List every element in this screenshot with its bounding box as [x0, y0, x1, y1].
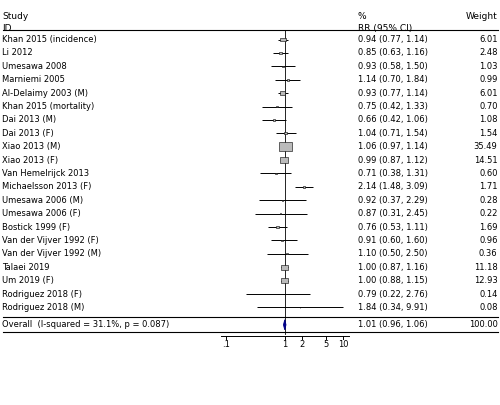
- Text: 0.70: 0.70: [479, 102, 498, 111]
- Bar: [280, 213, 281, 214]
- Text: 0.36: 0.36: [479, 249, 498, 258]
- Text: Xiao 2013 (M): Xiao 2013 (M): [2, 142, 61, 151]
- Text: Um 2019 (F): Um 2019 (F): [2, 276, 54, 285]
- Text: 10: 10: [338, 339, 348, 349]
- Text: 1.06 (0.97, 1.14): 1.06 (0.97, 1.14): [358, 142, 427, 151]
- Text: RR (95% CI): RR (95% CI): [358, 23, 412, 32]
- Text: 1.14 (0.70, 1.84): 1.14 (0.70, 1.84): [358, 75, 427, 84]
- Bar: [273, 119, 275, 121]
- Text: Study: Study: [2, 12, 29, 21]
- Text: 1.10 (0.50, 2.50): 1.10 (0.50, 2.50): [358, 249, 427, 258]
- Text: Overall  (I-squared = 31.1%, p = 0.087): Overall (I-squared = 31.1%, p = 0.087): [2, 320, 170, 329]
- Text: 5: 5: [323, 339, 328, 349]
- Text: Umesawa 2006 (F): Umesawa 2006 (F): [2, 209, 81, 218]
- Text: Rodriguez 2018 (M): Rodriguez 2018 (M): [2, 303, 85, 312]
- Text: Li 2012: Li 2012: [2, 49, 33, 58]
- Text: 0.60: 0.60: [479, 169, 498, 178]
- Text: Xiao 2013 (F): Xiao 2013 (F): [2, 156, 58, 164]
- Text: Van Hemelrijck 2013: Van Hemelrijck 2013: [2, 169, 90, 178]
- Text: Umesawa 2008: Umesawa 2008: [2, 62, 67, 71]
- Text: 2.48: 2.48: [479, 49, 498, 58]
- Text: 35.49: 35.49: [474, 142, 498, 151]
- Bar: [280, 157, 288, 163]
- Text: 0.85 (0.63, 1.16): 0.85 (0.63, 1.16): [358, 49, 428, 58]
- Text: 1.00 (0.87, 1.16): 1.00 (0.87, 1.16): [358, 263, 428, 272]
- Bar: [281, 265, 288, 270]
- Text: Al-Delaimy 2003 (M): Al-Delaimy 2003 (M): [2, 89, 88, 98]
- Text: 1.04 (0.71, 1.54): 1.04 (0.71, 1.54): [358, 129, 427, 138]
- Text: Umesawa 2006 (M): Umesawa 2006 (M): [2, 196, 84, 205]
- Bar: [280, 142, 292, 151]
- Text: %: %: [358, 12, 366, 21]
- Bar: [275, 173, 276, 174]
- Text: ID: ID: [2, 23, 12, 32]
- Text: 0.71 (0.38, 1.31): 0.71 (0.38, 1.31): [358, 169, 428, 178]
- Text: 1.00 (0.88, 1.15): 1.00 (0.88, 1.15): [358, 276, 427, 285]
- Text: Michaelsson 2013 (F): Michaelsson 2013 (F): [2, 182, 92, 192]
- Text: 0.91 (0.60, 1.60): 0.91 (0.60, 1.60): [358, 236, 427, 245]
- Text: Rodriguez 2018 (F): Rodriguez 2018 (F): [2, 290, 82, 298]
- Text: 1.03: 1.03: [479, 62, 498, 71]
- Text: 0.92 (0.37, 2.29): 0.92 (0.37, 2.29): [358, 196, 427, 205]
- Text: 0.96: 0.96: [479, 236, 498, 245]
- Text: 0.08: 0.08: [479, 303, 498, 312]
- Text: Dai 2013 (F): Dai 2013 (F): [2, 129, 54, 138]
- Text: Van der Vijver 1992 (F): Van der Vijver 1992 (F): [2, 236, 99, 245]
- Text: Van der Vijver 1992 (M): Van der Vijver 1992 (M): [2, 249, 102, 258]
- Text: 1.69: 1.69: [479, 223, 498, 232]
- Bar: [276, 106, 278, 107]
- Text: .1: .1: [222, 339, 230, 349]
- Text: 100.00: 100.00: [468, 320, 498, 329]
- Text: Khan 2015 (mortality): Khan 2015 (mortality): [2, 102, 95, 111]
- Text: 6.01: 6.01: [479, 35, 498, 44]
- Bar: [276, 226, 279, 228]
- Text: 0.99: 0.99: [479, 75, 498, 84]
- Text: 1.54: 1.54: [479, 129, 498, 138]
- Text: 12.93: 12.93: [474, 276, 498, 285]
- Bar: [280, 278, 288, 284]
- Bar: [280, 91, 285, 95]
- Polygon shape: [284, 320, 286, 330]
- Bar: [281, 240, 283, 241]
- Text: 11.18: 11.18: [474, 263, 498, 272]
- Bar: [284, 132, 287, 134]
- Bar: [278, 52, 282, 54]
- Bar: [287, 79, 289, 81]
- Bar: [280, 38, 285, 41]
- Text: Weight: Weight: [466, 12, 498, 21]
- Text: 0.93 (0.77, 1.14): 0.93 (0.77, 1.14): [358, 89, 428, 98]
- Text: 6.01: 6.01: [479, 89, 498, 98]
- Text: 0.28: 0.28: [479, 196, 498, 205]
- Text: 1.01 (0.96, 1.06): 1.01 (0.96, 1.06): [358, 320, 427, 329]
- Text: 2.14 (1.48, 3.09): 2.14 (1.48, 3.09): [358, 182, 427, 192]
- Text: 0.94 (0.77, 1.14): 0.94 (0.77, 1.14): [358, 35, 427, 44]
- Text: 1.84 (0.34, 9.91): 1.84 (0.34, 9.91): [358, 303, 427, 312]
- Bar: [282, 66, 284, 67]
- Text: 14.51: 14.51: [474, 156, 498, 164]
- Text: 0.66 (0.42, 1.06): 0.66 (0.42, 1.06): [358, 115, 428, 124]
- Text: 1.08: 1.08: [479, 115, 498, 124]
- Text: Bostick 1999 (F): Bostick 1999 (F): [2, 223, 70, 232]
- Text: 0.14: 0.14: [479, 290, 498, 298]
- Text: 1: 1: [282, 339, 287, 349]
- Text: 0.75 (0.42, 1.33): 0.75 (0.42, 1.33): [358, 102, 428, 111]
- Text: 0.79 (0.22, 2.76): 0.79 (0.22, 2.76): [358, 290, 428, 298]
- Text: 0.22: 0.22: [479, 209, 498, 218]
- Text: 1.71: 1.71: [479, 182, 498, 192]
- Text: 0.76 (0.53, 1.11): 0.76 (0.53, 1.11): [358, 223, 428, 232]
- Text: Talaei 2019: Talaei 2019: [2, 263, 50, 272]
- Text: 0.93 (0.58, 1.50): 0.93 (0.58, 1.50): [358, 62, 427, 71]
- Text: Marniemi 2005: Marniemi 2005: [2, 75, 66, 84]
- Bar: [302, 186, 306, 188]
- Text: 0.99 (0.87, 1.12): 0.99 (0.87, 1.12): [358, 156, 427, 164]
- Text: Dai 2013 (M): Dai 2013 (M): [2, 115, 56, 124]
- Text: Khan 2015 (incidence): Khan 2015 (incidence): [2, 35, 97, 44]
- Text: 2: 2: [300, 339, 305, 349]
- Text: 0.87 (0.31, 2.45): 0.87 (0.31, 2.45): [358, 209, 428, 218]
